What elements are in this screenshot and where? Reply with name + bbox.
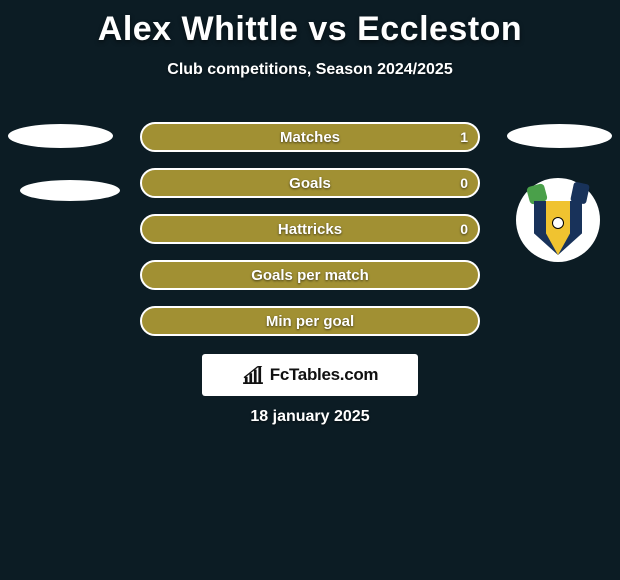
player-left-ellipse-2 — [20, 180, 120, 201]
page-title: Alex Whittle vs Eccleston — [0, 0, 620, 49]
stat-label: Goals — [289, 175, 331, 192]
infographic-root: Alex Whittle vs Eccleston Club competiti… — [0, 0, 620, 580]
stat-right-value: 0 — [460, 221, 468, 237]
player-left-ellipse-1 — [8, 124, 113, 148]
stat-right-value: 1 — [460, 129, 468, 145]
club-crest-graphic — [526, 183, 590, 257]
stat-row-min-per-goal: Min per goal — [140, 306, 480, 336]
stat-row-goals: Goals 0 — [140, 168, 480, 198]
attribution-text: FcTables.com — [270, 365, 379, 385]
player-right-ellipse-1 — [507, 124, 612, 148]
stat-label: Min per goal — [266, 313, 354, 330]
footer-date: 18 january 2025 — [0, 408, 620, 426]
attribution-badge: FcTables.com — [202, 354, 418, 396]
stat-right-value: 0 — [460, 175, 468, 191]
stat-label: Hattricks — [278, 221, 342, 238]
bar-chart-icon — [242, 366, 264, 384]
stat-row-goals-per-match: Goals per match — [140, 260, 480, 290]
page-subtitle: Club competitions, Season 2024/2025 — [0, 61, 620, 79]
stat-label: Matches — [280, 129, 340, 146]
stat-row-hattricks: Hattricks 0 — [140, 214, 480, 244]
comparison-bars: Matches 1 Goals 0 Hattricks 0 Goals per … — [140, 122, 480, 352]
club-crest — [516, 178, 600, 262]
stat-row-matches: Matches 1 — [140, 122, 480, 152]
crest-shield-ball — [552, 217, 564, 229]
stat-label: Goals per match — [251, 267, 369, 284]
